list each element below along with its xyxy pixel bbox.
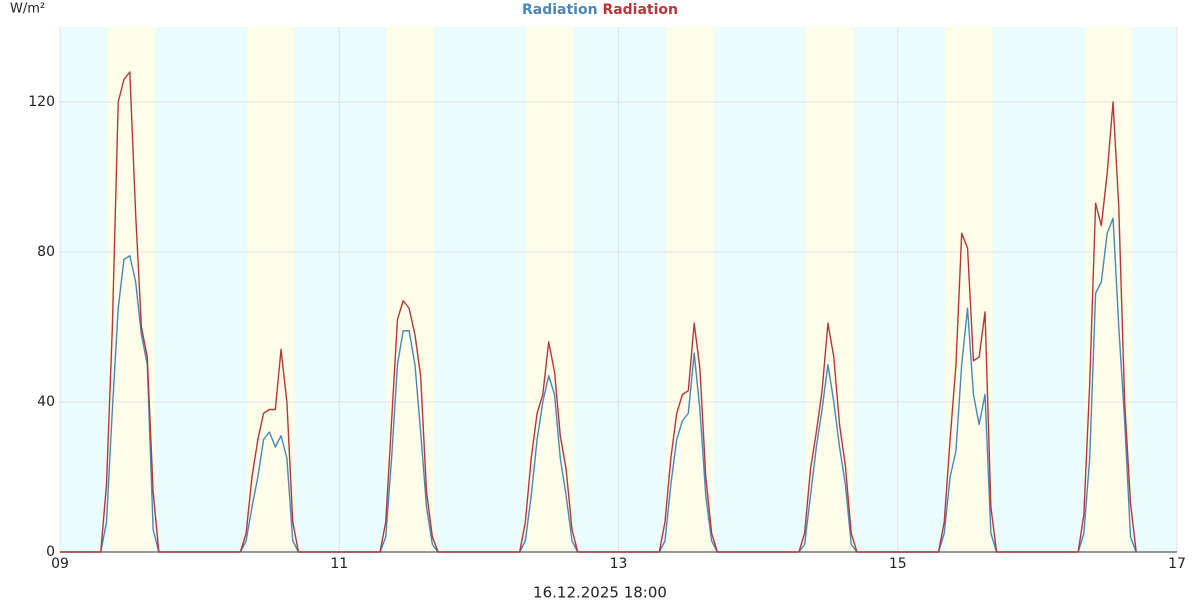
y-tick-label: 0 xyxy=(46,544,55,560)
y-tick-label: 40 xyxy=(37,394,55,410)
y-unit: W/m² xyxy=(10,2,45,17)
daylight-band xyxy=(386,27,435,552)
legend-entry: Radiation xyxy=(602,2,678,18)
daylight-band xyxy=(945,27,993,552)
y-tick-label: 120 xyxy=(28,94,55,110)
series-line xyxy=(60,71,1137,553)
x-tick-label: 17 xyxy=(1168,556,1186,572)
y-tick-label: 80 xyxy=(37,244,55,260)
daylight-band xyxy=(1084,27,1133,552)
x-axis-label: 16.12.2025 18:00 xyxy=(533,584,667,600)
x-tick-label: 13 xyxy=(610,556,628,572)
legend-entry: Radiation xyxy=(522,2,598,18)
x-tick-label: 09 xyxy=(51,556,69,572)
daylight-band xyxy=(665,27,714,552)
x-tick-label: 15 xyxy=(889,556,907,572)
legend: Radiation Radiation xyxy=(522,2,678,18)
x-tick-label: 11 xyxy=(330,556,348,572)
